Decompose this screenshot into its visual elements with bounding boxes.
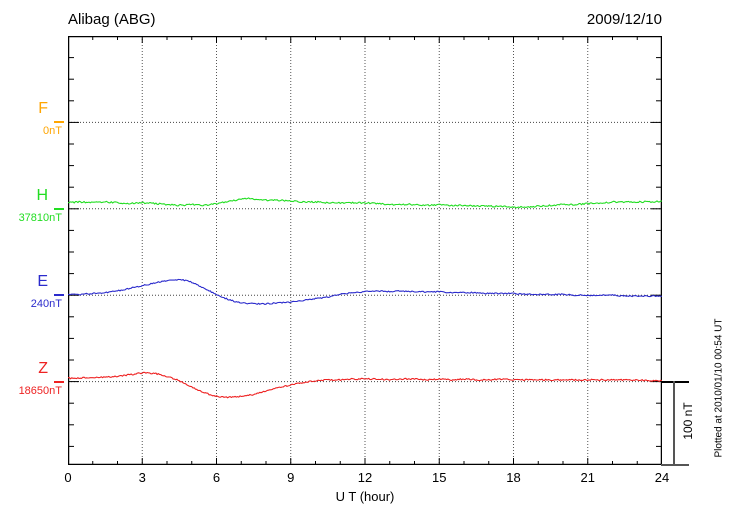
scale-bar-top-cap <box>661 381 689 383</box>
baseline-marker-E <box>54 294 64 297</box>
x-tick-label-9: 9 <box>287 470 295 485</box>
component-label-E: E <box>37 273 48 291</box>
component-baseline-value-F: 0nT <box>43 125 62 138</box>
trace-E <box>68 278 662 305</box>
baseline-marker-H <box>54 207 64 210</box>
x-tick-label-24: 24 <box>654 470 670 485</box>
component-baseline-value-Z: 18650nT <box>18 384 62 397</box>
plotted-at-note: Plotted at 2010/01/10 00:54 UT <box>713 318 725 458</box>
scale-bar-bottom-cap <box>661 464 689 466</box>
x-tick-label-0: 0 <box>64 470 72 485</box>
x-axis-label: U T (hour) <box>335 489 395 504</box>
x-tick-label-3: 3 <box>138 470 146 485</box>
plot-area <box>68 36 662 465</box>
component-baseline-value-E: 240nT <box>30 298 62 311</box>
scale-bar <box>673 381 675 465</box>
trace-Z <box>68 371 662 399</box>
component-baseline-value-H: 37810nT <box>18 211 62 224</box>
component-label-F: F <box>38 100 48 118</box>
scale-bar-label: 100 nT <box>681 402 695 440</box>
plot-date: 2009/12/10 <box>586 11 662 28</box>
baseline-marker-F <box>54 121 64 124</box>
x-tick-label-6: 6 <box>212 470 221 485</box>
plot-frame <box>68 36 662 465</box>
x-tick-label-12: 12 <box>357 470 373 485</box>
baseline-marker-Z <box>54 380 64 383</box>
trace-H <box>68 197 662 209</box>
component-label-H: H <box>36 186 48 204</box>
x-tick-label-21: 21 <box>580 470 595 485</box>
x-tick-label-18: 18 <box>506 470 521 485</box>
station-title: Alibag (ABG) <box>68 11 156 28</box>
x-tick-label-15: 15 <box>432 470 447 485</box>
magnetogram-chart <box>68 36 662 465</box>
component-label-Z: Z <box>38 359 48 377</box>
